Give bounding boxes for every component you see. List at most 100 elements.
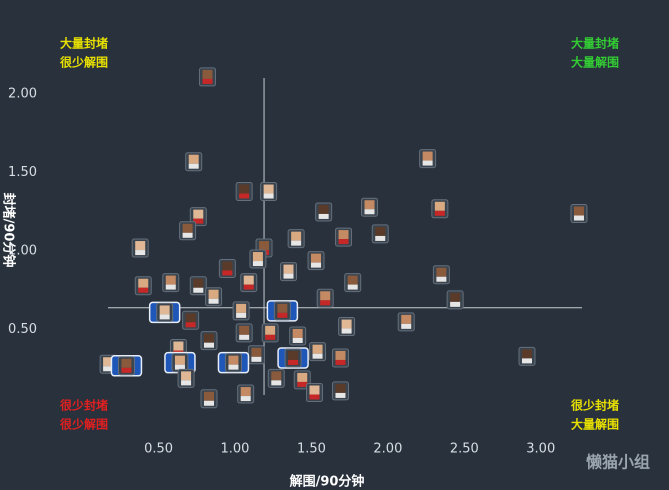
player-shirt bbox=[165, 284, 176, 290]
player-photo bbox=[347, 275, 358, 285]
player-shirt bbox=[271, 380, 282, 386]
player-photo bbox=[173, 341, 184, 351]
player-marker bbox=[307, 251, 325, 271]
player-marker bbox=[267, 368, 285, 388]
player-shirt bbox=[121, 367, 132, 373]
player-photo bbox=[181, 371, 192, 381]
player-marker bbox=[185, 152, 203, 172]
quadrant-label: 很少封堵 bbox=[570, 398, 619, 413]
player-shirt bbox=[174, 364, 185, 370]
player-shirt bbox=[311, 262, 322, 268]
player-photo bbox=[320, 291, 331, 301]
y-tick-label: 0.50 bbox=[8, 322, 37, 337]
player-marker bbox=[266, 300, 299, 322]
player-photo bbox=[434, 201, 445, 211]
x-tick-label: 0.50 bbox=[144, 442, 173, 457]
player-photo bbox=[309, 385, 320, 395]
player-shirt bbox=[251, 356, 262, 362]
x-tick-label: 3.00 bbox=[526, 442, 555, 457]
player-photo bbox=[203, 333, 214, 343]
player-shirt bbox=[203, 400, 214, 406]
player-photo bbox=[259, 241, 270, 251]
player-shirt bbox=[265, 334, 276, 340]
player-marker bbox=[200, 331, 218, 351]
player-shirt bbox=[159, 314, 170, 320]
y-tick-label: 1.00 bbox=[8, 244, 37, 259]
player-shirt bbox=[239, 334, 250, 340]
player-photo bbox=[236, 303, 247, 313]
player-marker bbox=[335, 227, 353, 247]
player-marker bbox=[240, 273, 258, 293]
player-marker bbox=[237, 384, 255, 404]
player-shirt bbox=[263, 193, 274, 199]
player-photo bbox=[450, 292, 461, 302]
player-photo bbox=[138, 278, 149, 288]
player-shirt bbox=[347, 284, 358, 290]
player-photo bbox=[240, 387, 251, 397]
player-marker bbox=[331, 348, 349, 368]
player-shirt bbox=[193, 287, 204, 293]
quadrant-label: 大量解围 bbox=[571, 55, 619, 70]
player-photo bbox=[159, 305, 170, 315]
player-marker bbox=[247, 345, 265, 365]
player-marker bbox=[249, 249, 267, 269]
player-shirt bbox=[240, 396, 251, 402]
player-photo bbox=[573, 206, 584, 216]
player-shirt bbox=[182, 232, 193, 238]
player-shirt bbox=[103, 366, 114, 372]
player-photo bbox=[271, 371, 282, 381]
player-photo bbox=[283, 264, 294, 274]
player-photo bbox=[202, 69, 213, 79]
x-tick-label: 1.50 bbox=[297, 442, 326, 457]
player-shirt bbox=[335, 392, 346, 398]
player-marker bbox=[189, 207, 207, 227]
quadrant-label: 大量封堵 bbox=[60, 36, 108, 51]
player-marker bbox=[164, 351, 196, 374]
player-photo bbox=[188, 154, 199, 164]
player-shirt bbox=[288, 359, 299, 365]
y-axis-title: 封堵/90分钟 bbox=[1, 193, 17, 268]
player-photo bbox=[121, 358, 132, 368]
player-photo bbox=[239, 184, 250, 194]
player-photo bbox=[311, 253, 322, 263]
player-photo bbox=[228, 355, 239, 365]
player-marker bbox=[431, 199, 449, 219]
player-photo bbox=[277, 303, 288, 313]
player-photo bbox=[318, 204, 329, 214]
player-shirt bbox=[228, 364, 239, 370]
player-shirt bbox=[338, 239, 349, 245]
player-marker bbox=[316, 288, 334, 308]
player-photo bbox=[135, 241, 146, 251]
quadrant-label: 大量封堵 bbox=[571, 36, 619, 51]
player-photo bbox=[338, 230, 349, 240]
player-photo bbox=[239, 325, 250, 335]
player-photo bbox=[182, 223, 193, 233]
player-shirt bbox=[283, 273, 294, 279]
player-photo bbox=[335, 350, 346, 360]
player-shirt bbox=[202, 78, 213, 84]
player-marker bbox=[177, 368, 195, 388]
player-marker bbox=[110, 355, 143, 377]
player-marker bbox=[344, 273, 362, 293]
player-marker bbox=[279, 262, 297, 282]
player-marker bbox=[189, 276, 207, 296]
player-shirt bbox=[312, 353, 323, 359]
player-photo bbox=[341, 319, 352, 329]
player-marker bbox=[446, 290, 464, 310]
player-shirt bbox=[318, 213, 329, 219]
player-shirt bbox=[185, 322, 196, 328]
player-shirt bbox=[297, 381, 308, 387]
player-photo bbox=[401, 314, 412, 324]
player-photo bbox=[375, 226, 386, 236]
x-axis-title: 解围/90分钟 bbox=[289, 474, 365, 490]
player-photo bbox=[193, 278, 204, 288]
player-shirt bbox=[188, 163, 199, 169]
player-photo bbox=[291, 231, 302, 241]
player-photo bbox=[364, 200, 375, 210]
player-photo bbox=[185, 313, 196, 323]
player-marker bbox=[218, 258, 236, 278]
player-shirt bbox=[450, 301, 461, 307]
player-photo bbox=[263, 184, 274, 194]
player-marker bbox=[331, 381, 349, 401]
player-photo bbox=[521, 349, 532, 359]
